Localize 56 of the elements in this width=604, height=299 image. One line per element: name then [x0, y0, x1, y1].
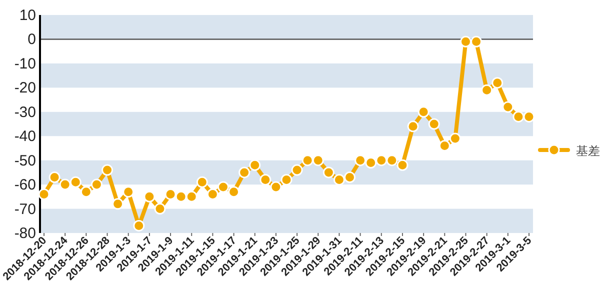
y-tick-label: -40 [14, 128, 36, 146]
y-tick-label: -70 [14, 200, 36, 218]
point [90, 178, 102, 190]
point [249, 159, 261, 171]
point [154, 203, 166, 215]
point [470, 36, 482, 48]
point [291, 164, 303, 176]
point [492, 77, 504, 89]
point [312, 154, 324, 166]
point [260, 174, 272, 186]
point [502, 101, 514, 113]
y-tick-label: -50 [14, 152, 36, 170]
point [333, 174, 345, 186]
y-tick-label: 10 [19, 7, 36, 24]
y-tick-label: -80 [14, 225, 36, 242]
point [144, 190, 156, 202]
point [70, 176, 82, 188]
point [175, 190, 187, 202]
point [365, 157, 377, 169]
point [186, 190, 198, 202]
y-tick-label: -10 [14, 55, 36, 72]
point [280, 174, 292, 186]
point [196, 176, 208, 188]
point [112, 198, 124, 210]
y-tick-label: 0 [28, 31, 36, 48]
y-tick-label: -60 [14, 176, 36, 194]
point [481, 84, 493, 96]
point [418, 106, 430, 118]
point [376, 154, 388, 166]
point [102, 164, 114, 176]
point [344, 172, 356, 184]
point [133, 220, 145, 232]
point [59, 178, 71, 190]
point [322, 166, 334, 178]
point [122, 186, 134, 198]
point [523, 110, 535, 122]
point [80, 186, 92, 198]
point [460, 36, 472, 48]
point [354, 154, 366, 166]
y-tick-label: -30 [14, 104, 36, 121]
legend-label: 基差 [576, 144, 600, 158]
point [228, 186, 240, 198]
point [38, 188, 50, 200]
point [48, 172, 60, 184]
point [238, 166, 250, 178]
point [206, 188, 218, 200]
point [217, 181, 229, 193]
point [386, 154, 398, 166]
point [407, 120, 419, 132]
point [428, 118, 440, 130]
y-tick-label: -20 [14, 80, 36, 97]
point [512, 110, 524, 122]
point [302, 154, 314, 166]
point [396, 159, 408, 171]
point [449, 132, 461, 144]
point [270, 181, 282, 193]
